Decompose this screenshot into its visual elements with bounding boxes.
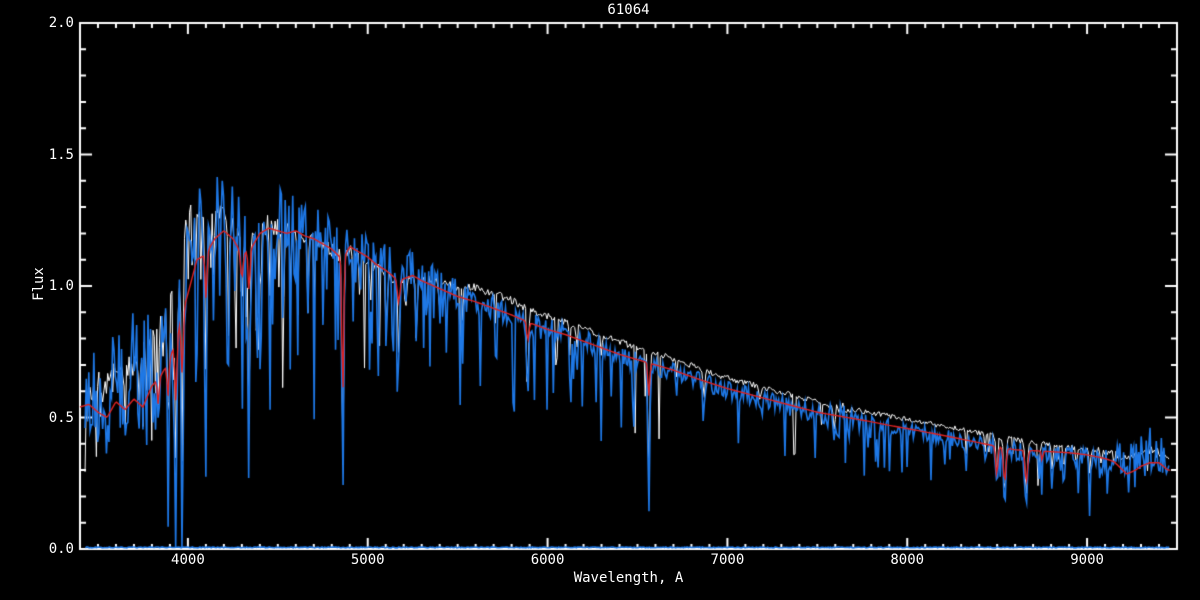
x-tick-label: 9000 [1070,552,1104,568]
y-tick-label: 2.0 [48,15,74,31]
y-tick-label: 1.5 [48,146,74,163]
x-tick-label: 4000 [171,552,205,568]
x-tick-label: 7000 [710,552,745,568]
y-tick-label: 0.0 [48,541,74,557]
x-tick-label: 6000 [530,552,565,568]
x-tick-label: 8000 [890,552,925,568]
plot-title: 61064 [607,2,650,18]
x-axis-label: Wavelength, A [573,570,684,586]
x-tick-label: 5000 [350,552,385,568]
y-tick-label: 0.5 [48,409,74,426]
y-tick-label: 1.0 [48,278,74,294]
